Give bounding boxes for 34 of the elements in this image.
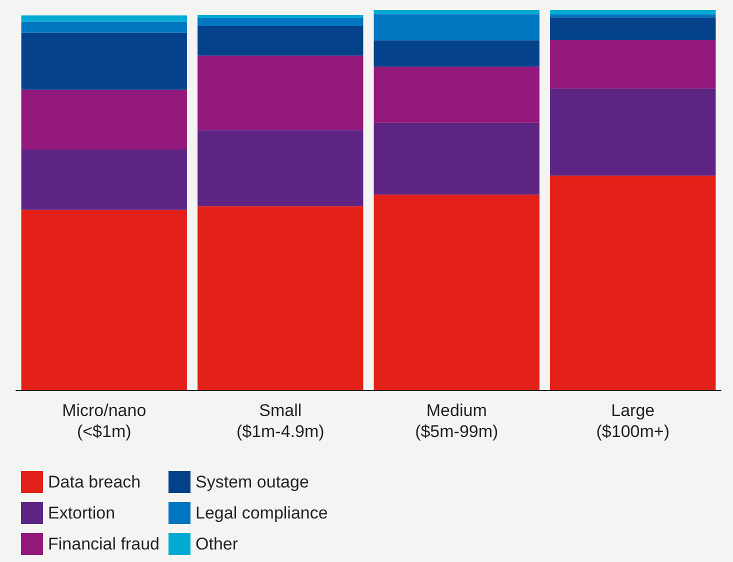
bar [21,90,187,150]
legend-label: Data breach [48,472,141,492]
x-tick-label: Micro/nano (<$1m) [62,401,146,441]
bar [198,26,364,56]
bar [21,32,187,90]
x-tick-label: Small ($1m-4.9m) [236,401,324,441]
bar [198,18,364,26]
legend-label: System outage [196,472,309,492]
bar [21,15,187,22]
bar [550,88,716,176]
bar [198,206,364,390]
bar [198,130,364,206]
bar [374,10,540,14]
bar [550,14,716,18]
bar [21,149,187,210]
legend-label: Financial fraud [48,534,160,554]
bar [374,194,540,390]
bar [550,176,716,390]
bar [21,210,187,390]
bar [550,10,716,15]
bar [374,122,540,195]
legend-label: Other [196,534,238,554]
bar [21,22,187,33]
bar [550,17,716,40]
bar [374,66,540,123]
bar [198,56,364,130]
bar [198,14,364,18]
x-tick-label: Large ($100m+) [596,401,670,441]
x-tick-label: Medium ($5m-99m) [415,401,498,441]
bar [550,40,716,89]
legend-label: Extortion [48,504,116,522]
legend-label: Legal compliance [196,504,328,522]
bar [374,40,540,67]
bar [374,14,540,40]
